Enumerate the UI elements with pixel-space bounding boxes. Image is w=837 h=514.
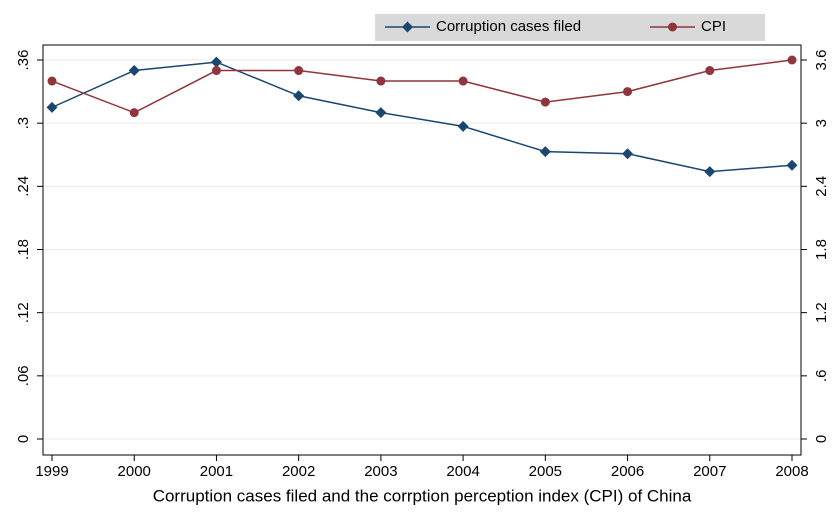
y2-tick-label: 1.8	[813, 239, 830, 260]
legend-marker	[402, 21, 413, 33]
x-tick-label: 2004	[446, 463, 479, 480]
data-point	[46, 101, 58, 113]
y-tick-label: .06	[15, 365, 32, 386]
data-point	[458, 76, 468, 86]
series-line	[51, 61, 793, 173]
y2-tick-label: 1.2	[813, 302, 830, 323]
data-point	[787, 55, 797, 65]
data-point	[786, 159, 798, 171]
x-tick-label: 2003	[364, 463, 397, 480]
data-point	[294, 66, 304, 76]
x-tick-label: 2007	[693, 463, 726, 480]
y-tick-label: .3	[15, 117, 32, 130]
legend-box	[375, 14, 765, 41]
y2-tick-label: .6	[813, 370, 830, 383]
y2-tick-label: 3.6	[813, 50, 830, 71]
y2-tick-label: 3	[813, 119, 830, 127]
data-point	[375, 107, 387, 119]
y-tick-label: .24	[15, 176, 32, 197]
x-tick-label: 2002	[282, 463, 315, 480]
chart-title: Corruption cases filed and the corrption…	[153, 486, 692, 505]
y-tick-label: .18	[15, 239, 32, 260]
data-point	[704, 166, 716, 178]
y-tick-label: 0	[15, 435, 32, 443]
x-tick-label: 2001	[200, 463, 233, 480]
data-point	[129, 108, 139, 118]
data-point	[376, 76, 386, 86]
data-point	[622, 148, 634, 160]
x-tick-label: 2006	[611, 463, 644, 480]
data-point	[128, 65, 140, 77]
data-point	[47, 76, 57, 86]
legend-label: Corruption cases filed	[436, 18, 581, 35]
y-tick-label: .36	[15, 50, 32, 71]
x-tick-label: 1999	[35, 463, 68, 480]
data-point	[210, 56, 222, 68]
x-tick-label: 2005	[529, 463, 562, 480]
x-tick-label: 2000	[118, 463, 151, 480]
y2-tick-label: 2.4	[813, 176, 830, 197]
data-point	[457, 120, 469, 132]
legend-label: CPI	[701, 18, 726, 35]
y2-tick-label: 0	[813, 435, 830, 443]
y-tick-label: .12	[15, 302, 32, 323]
data-point	[293, 90, 305, 102]
data-point	[539, 146, 551, 158]
x-tick-label: 2008	[775, 463, 808, 480]
data-point	[540, 97, 550, 107]
data-point	[623, 87, 633, 97]
data-point	[705, 66, 715, 76]
data-point	[211, 66, 221, 76]
series-line	[51, 59, 793, 114]
legend-marker	[668, 22, 677, 32]
